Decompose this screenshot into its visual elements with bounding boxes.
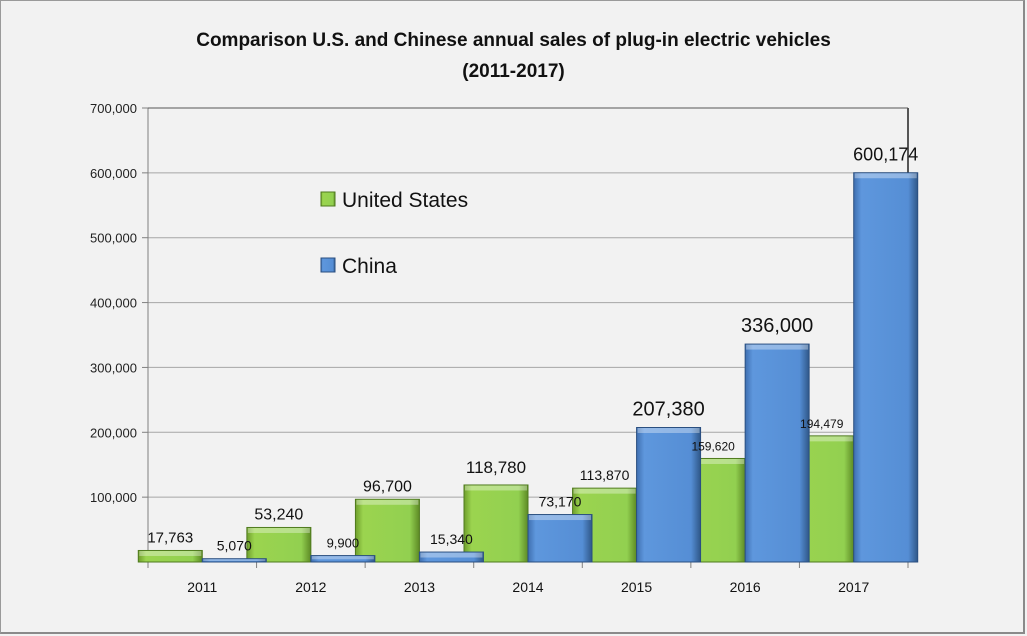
x-tick-label: 2016: [730, 579, 761, 595]
y-tick-label: 500,000: [90, 231, 137, 246]
bar-body: [354, 498, 420, 563]
legend-swatch: [320, 257, 336, 273]
legend-item-united-states: United States: [320, 189, 468, 212]
x-tick-label: 2015: [621, 579, 652, 595]
legend-label: United States: [342, 189, 468, 212]
y-tick-label: 700,000: [90, 101, 137, 116]
bar-body: [310, 555, 376, 563]
bar-bevel-top: [356, 499, 419, 505]
bar-bevel-top: [203, 559, 266, 561]
data-label: 207,380: [632, 398, 704, 420]
data-label: 336,000: [741, 315, 813, 337]
x-tick-label: 2011: [187, 579, 217, 595]
bar-body: [201, 558, 267, 563]
bar-bevel-top: [573, 488, 636, 494]
bar-china: [310, 555, 376, 563]
data-label: 73,170: [539, 494, 582, 510]
x-tick-label: 2012: [295, 579, 326, 595]
x-tick-label: 2013: [404, 579, 435, 595]
bar-bevel-top: [139, 550, 202, 556]
data-label: 17,763: [147, 529, 193, 546]
bar-china: [744, 343, 810, 563]
bar-china: [201, 558, 267, 563]
bar-bevel-top: [529, 515, 591, 521]
bar-body: [137, 549, 203, 563]
y-tick-label: 600,000: [90, 166, 137, 181]
data-label: 96,700: [363, 478, 412, 495]
x-tick-label: 2017: [838, 579, 869, 595]
bar-united-states: [463, 484, 529, 563]
legend-label: China: [342, 255, 397, 278]
bar-china: [853, 172, 919, 563]
legend-item-china: China: [320, 255, 397, 278]
bar-body: [744, 343, 810, 563]
chart-subtitle: (2011-2017): [462, 61, 565, 82]
bar-bevel-top: [311, 556, 374, 560]
bar-united-states: [354, 498, 420, 563]
bar-body: [463, 484, 529, 563]
data-label: 15,340: [430, 531, 473, 547]
bar-united-states: [246, 526, 312, 563]
bar-bevel-top: [854, 173, 917, 179]
bar-china: [418, 551, 484, 563]
data-label: 113,870: [580, 467, 630, 483]
legend-swatch: [320, 191, 336, 207]
bar-body: [246, 526, 312, 563]
bar-china: [527, 514, 593, 563]
data-label: 9,900: [327, 536, 360, 551]
data-label: 53,240: [254, 506, 303, 523]
y-tick-label: 100,000: [90, 490, 137, 505]
bar-body: [853, 172, 919, 563]
bar-body: [527, 514, 593, 563]
bar-bevel-top: [682, 458, 745, 464]
data-label: 600,174: [853, 145, 918, 165]
bar-china: [636, 426, 702, 563]
data-label: 118,780: [466, 458, 526, 477]
chart-title: Comparison U.S. and Chinese annual sales…: [196, 30, 831, 51]
data-label: 194,479: [800, 417, 844, 431]
data-label: 5,070: [217, 538, 252, 554]
bar-body: [636, 426, 702, 563]
data-label: 159,620: [691, 439, 735, 453]
y-tick-label: 300,000: [90, 360, 137, 375]
bar-bevel-top: [465, 485, 527, 491]
y-tick-label: 400,000: [90, 296, 137, 311]
bar-bevel-top: [420, 552, 483, 558]
x-tick-label: 2014: [512, 579, 543, 595]
bar-body: [418, 551, 484, 563]
bar-bevel-top: [637, 427, 700, 433]
bar-bevel-top: [746, 344, 809, 350]
bar-bevel-top: [247, 527, 310, 533]
bar-bevel-top: [790, 436, 853, 442]
bar-united-states: [137, 549, 203, 563]
y-tick-label: 200,000: [90, 425, 137, 440]
